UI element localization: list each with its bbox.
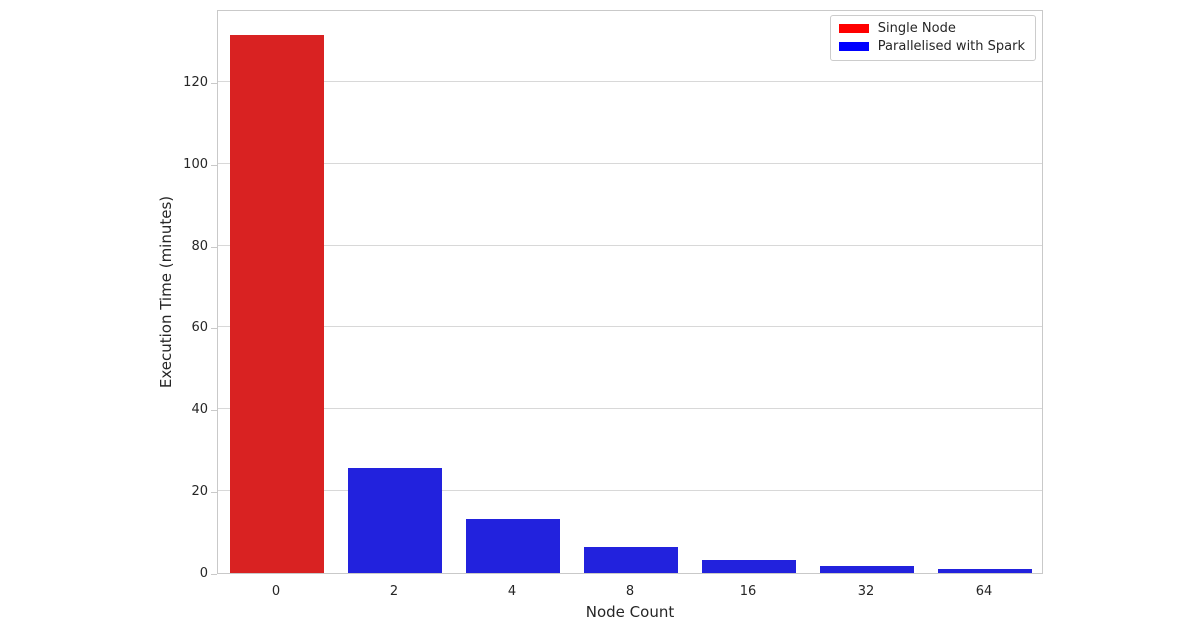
y-tick-20: 20: [191, 484, 208, 500]
x-tick-64: 64: [975, 584, 993, 599]
y-tick-40: 40: [191, 402, 208, 418]
bar-node-count-4: [466, 519, 560, 573]
bar-node-count-0: [230, 35, 324, 573]
y-tick-80: 80: [191, 238, 208, 254]
x-tick-4: 4: [507, 584, 517, 599]
x-tick-2: 2: [389, 584, 399, 599]
bar-node-count-8: [584, 546, 678, 573]
legend-swatch-icon: [838, 24, 869, 33]
gridline-y-100: [218, 162, 1042, 164]
gridline-y-20: [218, 490, 1042, 492]
legend: Single Node Parallelised with Spark: [829, 15, 1036, 61]
gridline-y-80: [218, 244, 1042, 246]
x-tick-32: 32: [857, 584, 875, 599]
x-tick-0: 0: [271, 584, 281, 599]
plot-area: Single Node Parallelised with Spark: [217, 10, 1043, 574]
y-tick-120: 120: [183, 74, 208, 90]
bar-node-count-64: [938, 568, 1032, 573]
x-axis-label: Node Count: [585, 603, 675, 621]
bar-node-count-32: [820, 565, 914, 573]
gridline-y-120: [218, 80, 1042, 82]
legend-item-1: Parallelised with Spark: [838, 39, 1025, 54]
y-tick-mark-0: [211, 574, 217, 575]
x-tick-16: 16: [739, 584, 757, 599]
y-tick-100: 100: [183, 156, 208, 172]
y-tick-mark-60: [211, 328, 217, 330]
legend-label: Parallelised with Spark: [877, 39, 1025, 54]
legend-label: Single Node: [877, 21, 956, 36]
x-tick-8: 8: [625, 584, 635, 599]
y-tick-mark-80: [211, 246, 217, 248]
y-axis-label: Execution Time (minutes): [157, 195, 175, 389]
y-tick-mark-100: [211, 164, 217, 166]
bar-node-count-16: [702, 559, 796, 573]
y-tick-mark-120: [211, 82, 217, 84]
gridline-y-40: [218, 408, 1042, 410]
legend-swatch-icon: [838, 42, 869, 51]
bar-node-count-2: [348, 468, 442, 573]
legend-item-0: Single Node: [838, 21, 1025, 36]
y-tick-0: 0: [199, 566, 208, 581]
gridline-y-60: [218, 326, 1042, 328]
y-tick-mark-20: [211, 492, 217, 494]
y-tick-mark-40: [211, 410, 217, 412]
y-tick-60: 60: [191, 320, 208, 336]
